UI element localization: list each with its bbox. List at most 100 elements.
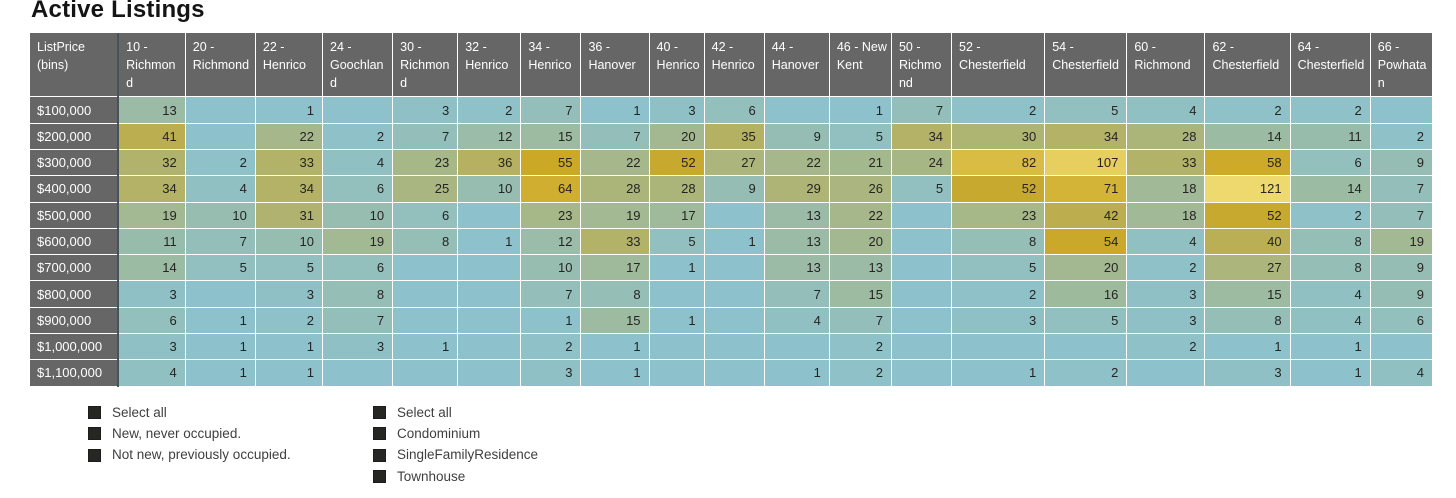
heatmap-cell[interactable]: 54	[1044, 228, 1128, 256]
heatmap-cell[interactable]	[891, 280, 953, 308]
heatmap-cell[interactable]	[951, 333, 1046, 361]
heatmap-cell[interactable]: 1	[255, 359, 324, 387]
heatmap-cell[interactable]: 36	[457, 149, 522, 177]
heatmap-cell[interactable]: 64	[520, 175, 582, 203]
heatmap-cell[interactable]: 1	[1204, 333, 1291, 361]
heatmap-cell[interactable]: 6	[322, 254, 394, 282]
heatmap-cell[interactable]	[891, 254, 953, 282]
slicer-item[interactable]: Select all	[373, 402, 538, 423]
heatmap-cell[interactable]: 17	[580, 254, 650, 282]
heatmap-cell[interactable]: 2	[255, 307, 324, 335]
heatmap-cell[interactable]: 1	[580, 96, 650, 124]
heatmap-cell[interactable]: 4	[1290, 280, 1371, 308]
heatmap-cell[interactable]: 23	[392, 149, 459, 177]
row-label[interactable]: $900,000	[30, 307, 120, 335]
heatmap-cell[interactable]: 3	[1126, 280, 1206, 308]
heatmap-cell[interactable]: 23	[951, 202, 1046, 229]
column-header[interactable]: 40 - Henrico	[649, 33, 705, 98]
heatmap-cell[interactable]: 7	[1370, 175, 1434, 203]
heatmap-cell[interactable]: 22	[580, 149, 650, 177]
heatmap-cell[interactable]: 12	[457, 123, 522, 150]
row-label[interactable]: $700,000	[30, 254, 120, 282]
heatmap-cell[interactable]	[1370, 96, 1434, 124]
column-header[interactable]: 60 - Richmond	[1126, 33, 1206, 98]
heatmap-cell[interactable]: 5	[185, 254, 256, 282]
heatmap-cell[interactable]: 9	[1370, 149, 1434, 177]
heatmap-cell[interactable]	[457, 202, 522, 229]
heatmap-cell[interactable]: 1	[951, 359, 1046, 387]
heatmap-cell[interactable]: 34	[255, 175, 324, 203]
heatmap-cell[interactable]: 40	[1204, 228, 1291, 256]
heatmap-cell[interactable]: 1	[185, 333, 256, 361]
heatmap-cell[interactable]: 4	[118, 359, 186, 387]
heatmap-cell[interactable]: 2	[951, 280, 1046, 308]
heatmap-cell[interactable]: 2	[951, 96, 1046, 124]
heatmap-cell[interactable]: 9	[704, 175, 765, 203]
heatmap-cell[interactable]: 2	[1370, 123, 1434, 150]
heatmap-cell[interactable]	[185, 280, 256, 308]
heatmap-cell[interactable]: 7	[1370, 202, 1434, 229]
heatmap-cell[interactable]: 13	[764, 228, 830, 256]
heatmap-cell[interactable]: 28	[1126, 123, 1206, 150]
heatmap-cell[interactable]: 1	[704, 228, 765, 256]
heatmap-cell[interactable]: 9	[1370, 280, 1434, 308]
heatmap-cell[interactable]: 11	[1290, 123, 1371, 150]
heatmap-cell[interactable]: 1	[829, 96, 892, 124]
heatmap-cell[interactable]: 17	[649, 202, 705, 229]
row-label[interactable]: $600,000	[30, 228, 120, 256]
heatmap-cell[interactable]: 1	[185, 307, 256, 335]
heatmap-cell[interactable]: 10	[457, 175, 522, 203]
heatmap-cell[interactable]: 7	[185, 228, 256, 256]
heatmap-cell[interactable]	[392, 280, 459, 308]
heatmap-cell[interactable]: 23	[520, 202, 582, 229]
heatmap-cell[interactable]: 55	[520, 149, 582, 177]
row-label[interactable]: $1,100,000	[30, 359, 120, 387]
heatmap-cell[interactable]: 20	[649, 123, 705, 150]
heatmap-cell[interactable]: 2	[1204, 96, 1291, 124]
heatmap-cell[interactable]: 20	[829, 228, 892, 256]
heatmap-cell[interactable]: 29	[764, 175, 830, 203]
heatmap-cell[interactable]: 16	[1044, 280, 1128, 308]
checkbox-icon[interactable]	[88, 448, 101, 462]
heatmap-cell[interactable]: 1	[457, 228, 522, 256]
heatmap-cell[interactable]: 2	[1126, 333, 1206, 361]
heatmap-cell[interactable]: 22	[255, 123, 324, 150]
heatmap-cell[interactable]: 9	[764, 123, 830, 150]
heatmap-cell[interactable]: 1	[764, 359, 830, 387]
heatmap-cell[interactable]: 13	[118, 96, 186, 124]
heatmap-cell[interactable]: 15	[580, 307, 650, 335]
row-label[interactable]: $500,000	[30, 202, 120, 229]
slicer-item[interactable]: Not new, previously occupied.	[88, 445, 291, 466]
heatmap-cell[interactable]: 27	[704, 149, 765, 177]
heatmap-cell[interactable]: 18	[1126, 202, 1206, 229]
heatmap-cell[interactable]: 41	[118, 123, 186, 150]
heatmap-cell[interactable]	[649, 333, 705, 361]
heatmap-cell[interactable]: 1	[1290, 333, 1371, 361]
heatmap-cell[interactable]	[1044, 333, 1128, 361]
heatmap-cell[interactable]: 8	[1290, 228, 1371, 256]
heatmap-cell[interactable]: 31	[255, 202, 324, 229]
heatmap-cell[interactable]	[322, 96, 394, 124]
heatmap-cell[interactable]: 4	[1370, 359, 1434, 387]
row-label[interactable]: $300,000	[30, 149, 120, 177]
heatmap-cell[interactable]: 18	[1126, 175, 1206, 203]
heatmap-cell[interactable]: 2	[829, 333, 892, 361]
heatmap-cell[interactable]: 2	[520, 333, 582, 361]
heatmap-cell[interactable]: 5	[891, 175, 953, 203]
row-label[interactable]: $200,000	[30, 123, 120, 150]
column-header[interactable]: 64 - Chesterfield	[1290, 33, 1371, 98]
column-header[interactable]: 50 - Richmond	[891, 33, 953, 98]
heatmap-cell[interactable]	[891, 228, 953, 256]
heatmap-cell[interactable]: 34	[1044, 123, 1128, 150]
heatmap-cell[interactable]: 14	[1290, 175, 1371, 203]
heatmap-cell[interactable]: 15	[1204, 280, 1291, 308]
heatmap-cell[interactable]: 6	[1370, 307, 1434, 335]
heatmap-cell[interactable]: 14	[118, 254, 186, 282]
column-header[interactable]: 54 - Chesterfield	[1044, 33, 1128, 98]
checkbox-icon[interactable]	[88, 427, 101, 441]
heatmap-cell[interactable]: 10	[520, 254, 582, 282]
heatmap-cell[interactable]: 3	[118, 333, 186, 361]
heatmap-cell[interactable]: 4	[1126, 96, 1206, 124]
heatmap-cell[interactable]	[457, 307, 522, 335]
heatmap-cell[interactable]	[891, 333, 953, 361]
